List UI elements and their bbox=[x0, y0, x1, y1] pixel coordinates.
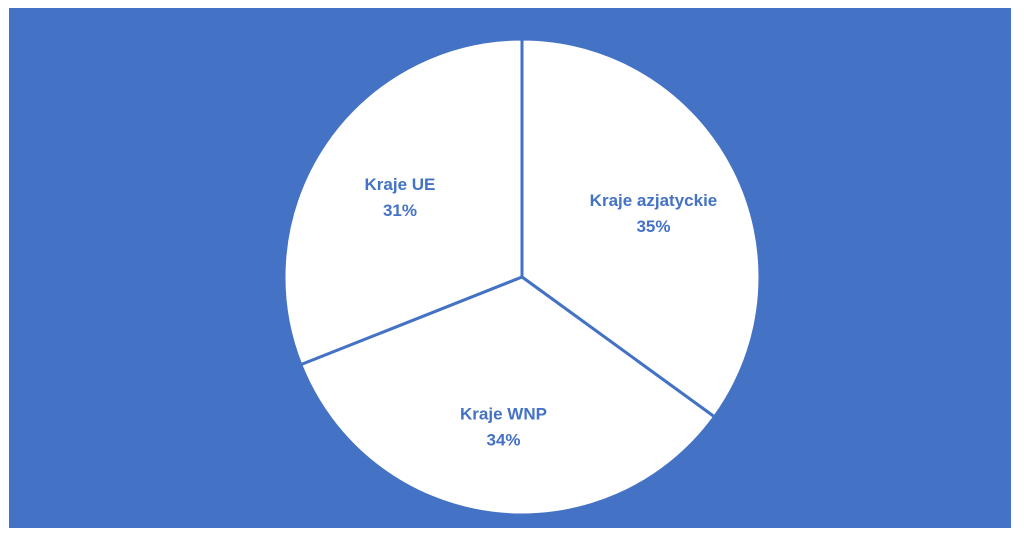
data-label-category: Kraje UE bbox=[365, 175, 436, 194]
data-label-category: Kraje WNP bbox=[460, 404, 547, 423]
data-label-kraje-ue: Kraje UE 31% bbox=[365, 175, 436, 220]
data-label-category: Kraje azjatyckie bbox=[590, 191, 718, 210]
pie-slice-kraje-ue bbox=[282, 37, 524, 367]
data-label-percent: 35% bbox=[636, 217, 670, 236]
pie-labels: Kraje azjatyckie 35% Kraje WNP 34% Kraje UE 3… bbox=[365, 175, 718, 449]
data-label-kraje-azjatyckie: Kraje azjatyckie 35% bbox=[590, 191, 718, 236]
chart-area: Kraje azjatyckie 35% Kraje WNP 34% Kraje UE 3… bbox=[9, 8, 1011, 528]
pie-slice-kraje-azjatyckie bbox=[520, 37, 762, 419]
pie-chart: Kraje azjatyckie 35% Kraje WNP 34% Kraje UE 3… bbox=[9, 8, 1011, 528]
pie-slices bbox=[282, 37, 762, 517]
data-label-kraje-wnp: Kraje WNP 34% bbox=[460, 404, 547, 449]
data-label-percent: 34% bbox=[486, 430, 520, 449]
data-label-percent: 31% bbox=[383, 201, 417, 220]
pie-slice-kraje-wnp bbox=[299, 275, 717, 517]
